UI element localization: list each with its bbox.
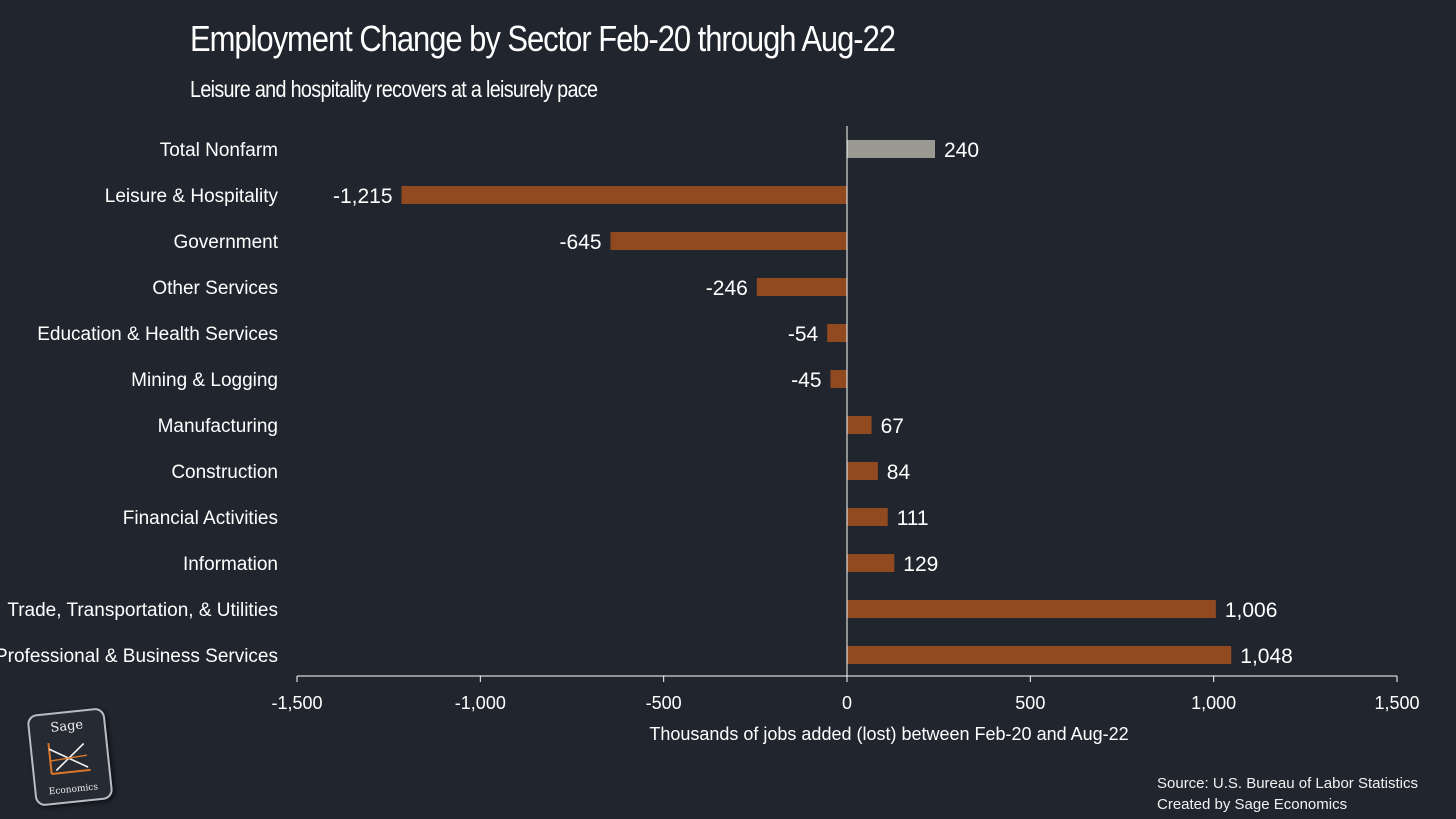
source-note: Source: U.S. Bureau of Labor Statistics … bbox=[1157, 773, 1418, 815]
data-label-8: 111 bbox=[897, 507, 929, 530]
bar-7 bbox=[847, 462, 878, 480]
category-label-5: Mining & Logging bbox=[131, 370, 278, 391]
source-line: Source: U.S. Bureau of Labor Statistics bbox=[1157, 775, 1418, 792]
category-label-4: Education & Health Services bbox=[37, 324, 278, 345]
category-label-9: Information bbox=[183, 554, 278, 575]
bar-3 bbox=[756, 278, 847, 296]
chart-subtitle: Leisure and hospitality recovers at a le… bbox=[190, 76, 598, 102]
data-label-7: 84 bbox=[887, 461, 911, 484]
category-label-10: Trade, Transportation, & Utilities bbox=[7, 600, 278, 621]
sage-economics-logo: Sage Economics bbox=[26, 707, 114, 807]
x-tick-label-3: 0 bbox=[842, 693, 852, 713]
data-label-2: -645 bbox=[559, 231, 601, 254]
x-tick-label-4: 500 bbox=[1015, 693, 1045, 713]
data-label-9: 129 bbox=[903, 553, 938, 576]
category-label-0: Total Nonfarm bbox=[160, 140, 278, 161]
x-tick-label-0: -1,500 bbox=[271, 693, 322, 713]
logo-bottom-text: Economics bbox=[48, 782, 99, 798]
category-label-11: Professional & Business Services bbox=[0, 646, 278, 667]
category-label-3: Other Services bbox=[152, 278, 278, 299]
data-label-4: -54 bbox=[788, 323, 819, 346]
x-tick-label-2: -500 bbox=[646, 693, 682, 713]
data-label-10: 1,006 bbox=[1225, 599, 1278, 622]
category-label-8: Financial Activities bbox=[123, 508, 278, 529]
data-label-3: -246 bbox=[706, 277, 748, 300]
bar-10 bbox=[847, 600, 1216, 618]
chart-title: Employment Change by Sector Feb-20 throu… bbox=[190, 18, 896, 59]
bar-11 bbox=[847, 646, 1232, 664]
bar-4 bbox=[827, 324, 847, 342]
category-label-2: Government bbox=[173, 232, 278, 253]
x-tick-label-6: 1,500 bbox=[1374, 693, 1419, 713]
bar-6 bbox=[847, 416, 872, 434]
chart-lines-icon bbox=[47, 742, 91, 776]
data-label-6: 67 bbox=[881, 415, 904, 438]
data-label-0: 240 bbox=[944, 139, 979, 162]
category-label-7: Construction bbox=[171, 462, 278, 483]
x-tick-label-5: 1,000 bbox=[1191, 693, 1236, 713]
x-tick-label-1: -1,000 bbox=[455, 693, 506, 713]
bar-5 bbox=[830, 370, 847, 388]
data-label-11: 1,048 bbox=[1240, 645, 1293, 668]
bar-1 bbox=[401, 186, 847, 204]
category-label-6: Manufacturing bbox=[158, 416, 278, 437]
logo-top-text: Sage bbox=[49, 717, 84, 736]
data-label-5: -45 bbox=[791, 369, 821, 392]
bar-0 bbox=[847, 140, 935, 158]
category-label-1: Leisure & Hospitality bbox=[105, 186, 279, 207]
created-by-line: Created by Sage Economics bbox=[1157, 796, 1348, 813]
bar-2 bbox=[610, 232, 847, 250]
bar-9 bbox=[847, 554, 895, 572]
bar-8 bbox=[847, 508, 888, 526]
data-label-1: -1,215 bbox=[333, 185, 393, 208]
x-axis-title: Thousands of jobs added (lost) between F… bbox=[649, 724, 1128, 744]
